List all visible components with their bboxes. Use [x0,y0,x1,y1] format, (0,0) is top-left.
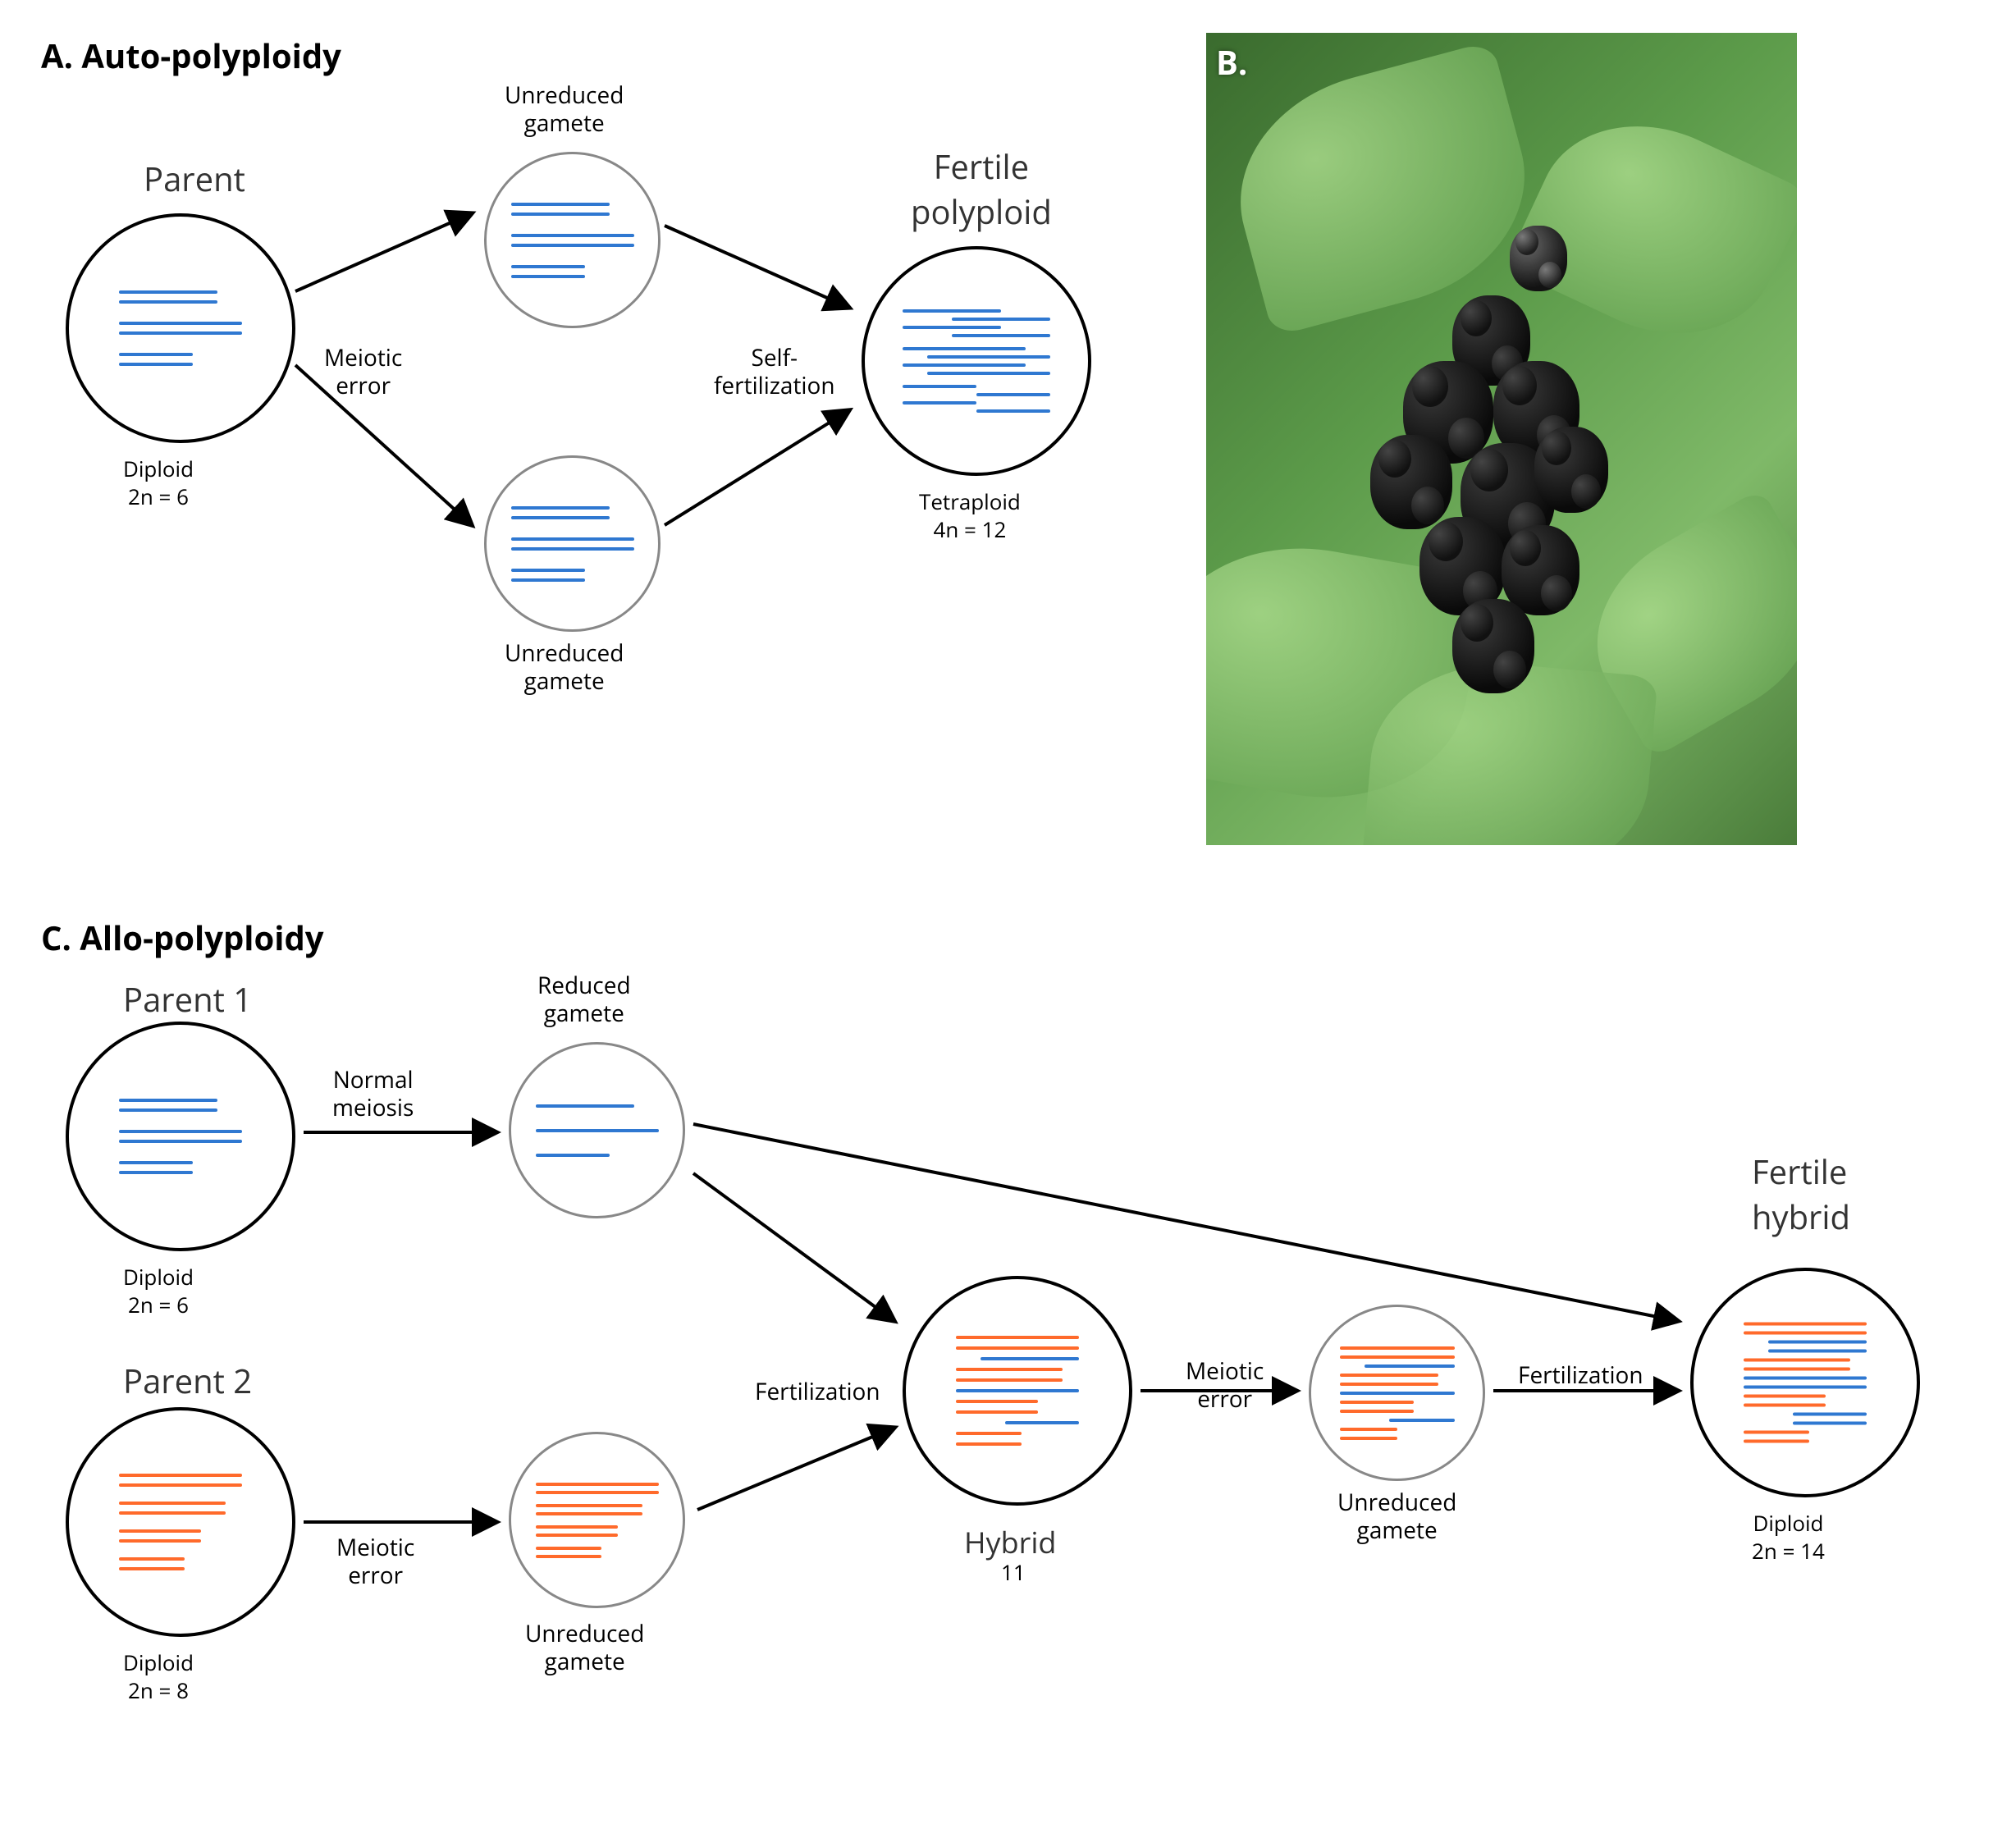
panel-c-gamete1-cell [509,1042,685,1218]
panel-a-gamete-bottom-caption: Unreducedgamete [505,640,624,695]
chromosomes-orange-8 [119,1474,242,1570]
panel-c-parent1-sub: Diploid2n = 6 [123,1264,194,1319]
panel-c-hybrid-cell [903,1276,1132,1506]
panel-b-photo: B. [1206,33,1797,845]
panel-c-label: C. Allo-polyploidy [41,915,324,960]
panel-c-gamete2-caption: Unreducedgamete [525,1620,644,1675]
panel-a-parent-sub: Diploid2n = 6 [123,455,194,511]
chromosomes-blue-3 [536,1104,659,1157]
panel-c-hybrid-sub: 11 [1001,1559,1026,1587]
panel-c-gamete1-caption: Reducedgamete [537,972,631,1027]
chromosomes-blue-6 [119,1099,242,1174]
panel-c-parent2-sub: Diploid2n = 8 [123,1649,194,1705]
chromosomes-orange-8 [536,1483,659,1558]
berry-icon [1534,427,1608,513]
panel-a-result-sub: Tetraploid4n = 12 [919,488,1021,544]
panel-c-meiotic-error-label: Meioticerror [336,1534,414,1589]
panel-a-result-title: Fertilepolyploid [911,144,1052,234]
panel-c-meiotic-error-2-label: Meioticerror [1186,1358,1264,1413]
panel-c-parent1-title: Parent 1 [123,976,252,1022]
panel-a-parent-title: Parent [144,156,245,201]
panel-c-parent1-cell [66,1022,295,1251]
panel-a-self-fert-label: Self-fertilization [714,345,835,400]
panel-c-gamete3-caption: Unreducedgamete [1337,1489,1456,1544]
panel-c-fert2-label: Fertilization [1518,1362,1643,1390]
panel-c-fert1-label: Fertilization [755,1378,880,1406]
panel-c-gamete3-cell [1309,1305,1485,1481]
chromosomes-mixed-11 [1340,1346,1455,1440]
panel-c-normal-meiosis-label: Normalmeiosis [332,1067,414,1122]
chromosomes-mixed-14 [1744,1323,1867,1443]
chromosomes-blue-6 [119,290,242,366]
panel-c-gamete2-cell [509,1432,685,1608]
chromosomes-blue-12 [903,309,1050,413]
panel-a-meiotic-error-label: Meioticerror [324,345,402,400]
panel-b-label: B. [1216,39,1247,85]
panel-a-result-cell [862,246,1091,476]
berry-icon [1510,226,1567,291]
chromosomes-mixed-11 [956,1336,1079,1446]
panel-c-hybrid-title: Hybrid [964,1522,1056,1562]
panel-a-gamete-top-cell [484,152,661,328]
panel-a-gamete-bottom-cell [484,455,661,632]
panel-a-label: A. Auto-polyploidy [41,33,341,78]
panel-c-result-title: Fertilehybrid [1752,1149,1850,1239]
panel-c-parent2-title: Parent 2 [123,1358,252,1403]
chromosomes-blue-6 [511,203,634,278]
berry-icon [1502,525,1579,615]
chromosomes-blue-6 [511,506,634,582]
panel-a-gamete-top-caption: Unreducedgamete [505,82,624,137]
panel-c-parent2-cell [66,1407,295,1637]
panel-c-result-cell [1690,1268,1920,1497]
berry-icon [1370,435,1452,529]
panel-c-result-sub: Diploid2n = 14 [1752,1510,1825,1566]
panel-a-parent-cell [66,213,295,443]
berry-icon [1452,599,1534,693]
